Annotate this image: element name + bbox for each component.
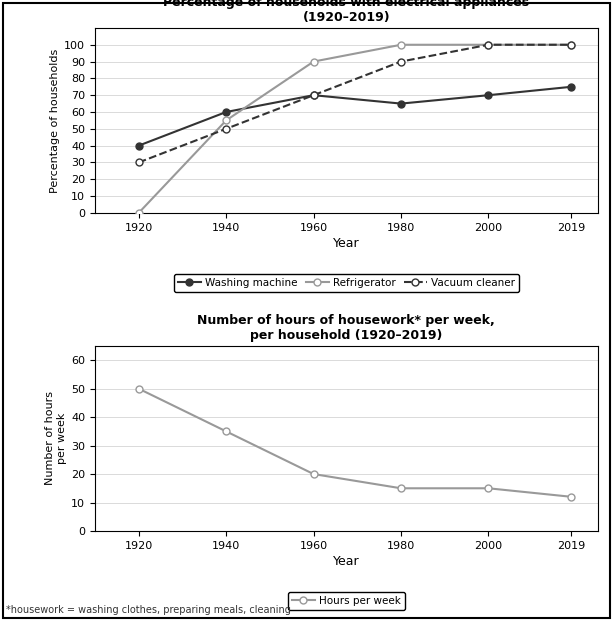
Title: Percentage of households with electrical appliances
(1920–2019): Percentage of households with electrical… bbox=[163, 0, 530, 24]
Y-axis label: Percentage of households: Percentage of households bbox=[50, 48, 60, 193]
Text: *housework = washing clothes, preparing meals, cleaning: *housework = washing clothes, preparing … bbox=[6, 605, 291, 615]
Legend: Hours per week: Hours per week bbox=[287, 592, 405, 610]
Title: Number of hours of housework* per week,
per household (1920–2019): Number of hours of housework* per week, … bbox=[197, 314, 495, 342]
X-axis label: Year: Year bbox=[333, 237, 360, 250]
X-axis label: Year: Year bbox=[333, 555, 360, 568]
Legend: Washing machine, Refrigerator, Vacuum cleaner: Washing machine, Refrigerator, Vacuum cl… bbox=[173, 274, 519, 292]
Y-axis label: Number of hours
per week: Number of hours per week bbox=[45, 391, 67, 486]
